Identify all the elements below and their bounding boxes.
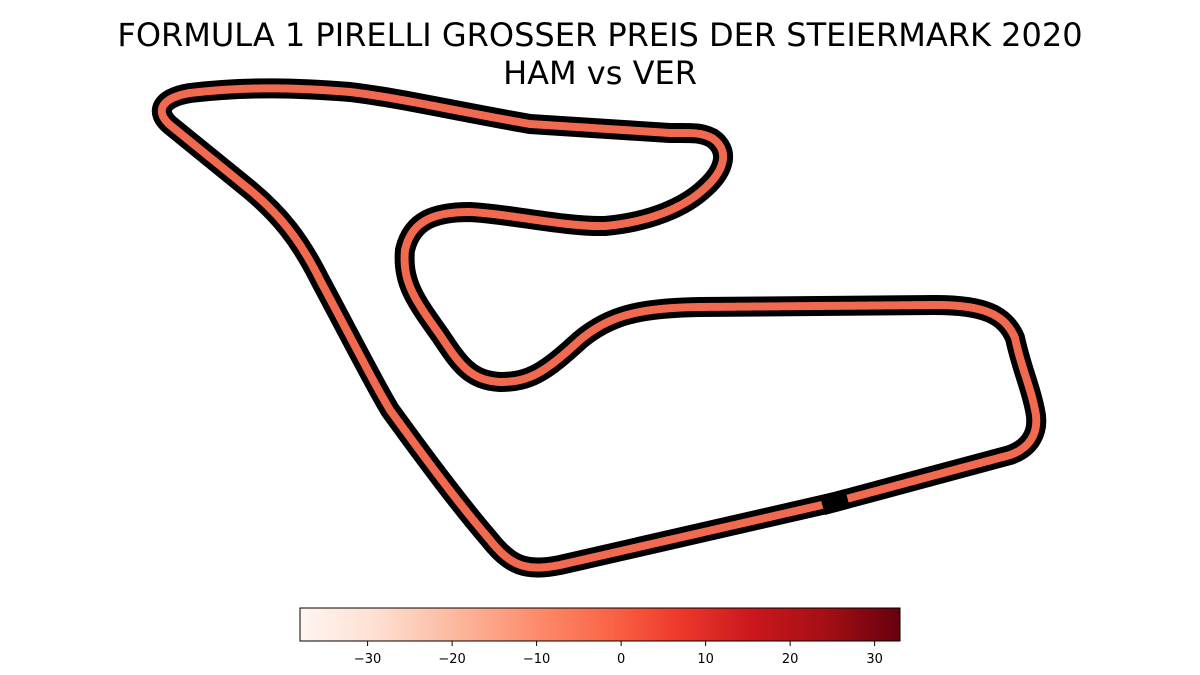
- colorbar-tick-label: −30: [354, 652, 381, 667]
- chart-title-line1: FORMULA 1 PIRELLI GROSSER PREIS DER STEI…: [117, 16, 1083, 54]
- colorbar-gradient: [299, 607, 901, 642]
- colorbar-tick-label: 20: [782, 652, 799, 667]
- colorbar-tick-label: −20: [438, 652, 465, 667]
- colorbar-tick-label: −10: [523, 652, 550, 667]
- colorbar-tick-label: 0: [617, 652, 625, 667]
- colorbar-tick-label: 30: [866, 652, 883, 667]
- colorbar-tick-label: 10: [697, 652, 714, 667]
- track-racing-line: [157, 84, 1041, 572]
- colorbar: −30 −20 −10 0 10 20 30: [299, 607, 901, 667]
- track-map: [151, 78, 1047, 578]
- start-finish-marker: [819, 488, 851, 516]
- chart-title-line2: HAM vs VER: [503, 54, 697, 92]
